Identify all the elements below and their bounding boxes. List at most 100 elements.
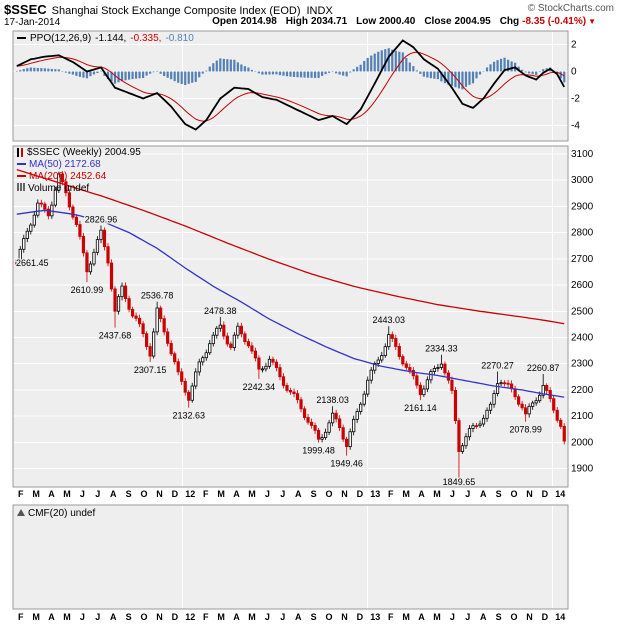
svg-text:1949.46: 1949.46 <box>330 459 363 469</box>
panel-backgrounds <box>13 31 568 609</box>
price-legend: $SSEC (Weekly) 2004.95 MA(50) 2172.68 MA… <box>17 147 141 195</box>
svg-text:2078.99: 2078.99 <box>509 425 542 435</box>
svg-text:2300: 2300 <box>571 359 594 370</box>
svg-text:N: N <box>156 489 163 499</box>
symbol: $SSEC <box>4 2 47 17</box>
svg-text:2200: 2200 <box>571 385 594 396</box>
svg-text:2138.03: 2138.03 <box>316 395 349 405</box>
open-value: 2014.98 <box>240 16 277 27</box>
ppo-signal-value: -0.335, <box>130 33 162 44</box>
cmf-area-icon <box>17 509 25 516</box>
svg-text:D: D <box>172 612 179 622</box>
svg-text:F: F <box>388 489 394 499</box>
svg-text:2443.03: 2443.03 <box>372 315 405 325</box>
svg-text:3000: 3000 <box>571 175 594 186</box>
close-label: Close <box>424 16 452 27</box>
copyright: © StockCharts.com <box>527 3 614 14</box>
svg-text:J: J <box>265 612 270 622</box>
svg-text:O: O <box>511 612 518 622</box>
svg-text:2600: 2600 <box>571 280 594 291</box>
svg-text:N: N <box>526 612 533 622</box>
quote-row: Open 2014.98 High 2034.71 Low 2000.40 Close 200… <box>212 16 596 27</box>
high-label: High <box>285 16 308 27</box>
svg-text:2900: 2900 <box>571 201 594 212</box>
svg-text:M: M <box>63 489 71 499</box>
svg-text:2: 2 <box>571 39 577 50</box>
svg-text:F: F <box>203 612 209 622</box>
svg-text:M: M <box>217 612 225 622</box>
svg-text:D: D <box>357 489 364 499</box>
candlestick-icon <box>17 147 24 157</box>
svg-text:2661.45: 2661.45 <box>16 258 49 268</box>
svg-text:D: D <box>357 612 364 622</box>
svg-text:2334.33: 2334.33 <box>425 344 458 354</box>
ma50-label: MA(50) 2172.68 <box>29 159 101 170</box>
svg-text:J: J <box>280 612 285 622</box>
svg-text:12: 12 <box>185 489 195 499</box>
svg-text:A: A <box>233 612 240 622</box>
svg-text:J: J <box>80 612 85 622</box>
svg-text:J: J <box>450 612 455 622</box>
svg-text:A: A <box>480 612 487 622</box>
svg-text:D: D <box>542 612 549 622</box>
svg-text:0: 0 <box>571 66 577 77</box>
svg-text:2610.99: 2610.99 <box>71 285 104 295</box>
svg-text:M: M <box>32 489 40 499</box>
svg-text:M: M <box>402 489 410 499</box>
svg-text:F: F <box>203 489 209 499</box>
svg-text:M: M <box>433 489 441 499</box>
svg-text:2000: 2000 <box>571 437 594 448</box>
ma50-legend-row: MA(50) 2172.68 <box>17 159 141 171</box>
low-value: 2000.40 <box>379 16 416 27</box>
svg-text:N: N <box>341 489 348 499</box>
svg-text:J: J <box>95 612 100 622</box>
price-annotations: 2661.45 2610.99 2826.96 2437.68 2307.15 2536.… <box>15 213 561 488</box>
svg-text:S: S <box>126 489 132 499</box>
chart-date: 17-Jan-2014 <box>4 17 61 28</box>
svg-text:M: M <box>402 612 410 622</box>
svg-text:2100: 2100 <box>571 411 594 422</box>
svg-text:D: D <box>172 489 179 499</box>
volume-bars-icon <box>17 183 25 191</box>
svg-text:F: F <box>18 612 24 622</box>
down-arrow-icon: ▼ <box>588 17 596 26</box>
ma200-label: MA(200) 2452.64 <box>29 171 107 182</box>
chart-header: $SSEC Shanghai Stock Exchange Composite I… <box>4 1 333 19</box>
svg-text:O: O <box>326 489 333 499</box>
svg-text:O: O <box>326 612 333 622</box>
svg-text:2132.63: 2132.63 <box>172 411 205 421</box>
ma50-line-icon <box>17 163 26 166</box>
svg-text:2500: 2500 <box>571 306 594 317</box>
svg-text:1999.48: 1999.48 <box>302 446 335 456</box>
ma200-legend-row: MA(200) 2452.64 <box>17 171 141 183</box>
svg-text:2826.96: 2826.96 <box>85 214 118 224</box>
svg-text:O: O <box>141 489 148 499</box>
svg-text:A: A <box>480 489 487 499</box>
ma200-line-icon <box>17 175 26 178</box>
svg-text:14: 14 <box>555 489 565 499</box>
price-legend-symbol: $SSEC (Weekly) 2004.95 <box>27 147 141 158</box>
price-legend-symbol-row: $SSEC (Weekly) 2004.95 <box>17 147 141 159</box>
svg-text:M: M <box>32 612 40 622</box>
svg-text:2400: 2400 <box>571 332 594 343</box>
svg-text:1849.65: 1849.65 <box>443 477 476 487</box>
svg-text:A: A <box>48 489 55 499</box>
svg-text:J: J <box>450 489 455 499</box>
svg-text:A: A <box>295 489 302 499</box>
svg-text:J: J <box>265 489 270 499</box>
svg-text:N: N <box>156 612 163 622</box>
ppo-hist-value: -0.810 <box>165 33 194 44</box>
svg-text:M: M <box>63 612 71 622</box>
svg-text:M: M <box>248 489 256 499</box>
svg-text:-2: -2 <box>571 93 580 104</box>
svg-text:1900: 1900 <box>571 464 594 475</box>
svg-text:J: J <box>95 489 100 499</box>
svg-text:M: M <box>248 612 256 622</box>
cmf-label: CMF(20) undef <box>28 508 96 519</box>
cmf-legend: CMF(20) undef <box>17 508 95 519</box>
candles <box>15 171 566 482</box>
svg-text:A: A <box>233 489 240 499</box>
svg-text:F: F <box>18 489 24 499</box>
